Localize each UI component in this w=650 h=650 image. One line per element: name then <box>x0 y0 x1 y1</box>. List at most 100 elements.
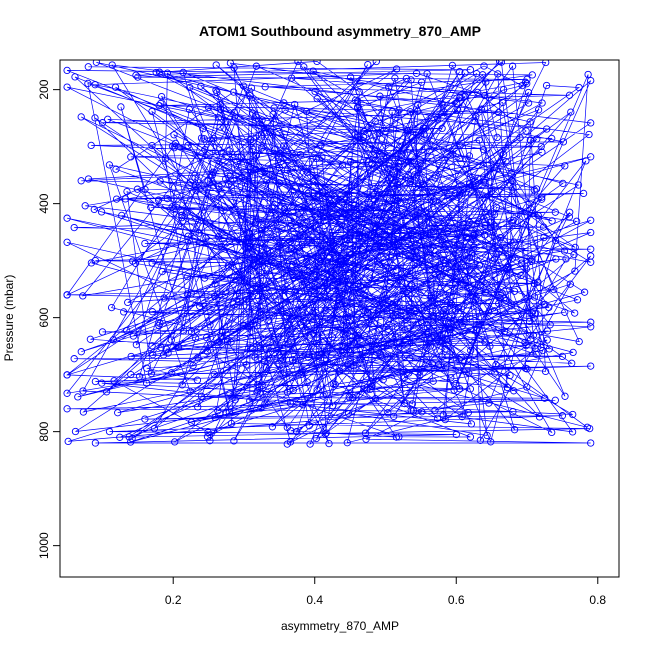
data-point <box>575 337 583 346</box>
data-point <box>64 437 72 446</box>
data-point <box>313 339 321 348</box>
data-point <box>242 295 250 304</box>
data-point <box>361 429 370 437</box>
data-point <box>275 179 284 187</box>
data-point <box>568 359 576 367</box>
data-point <box>225 147 233 155</box>
data-point <box>406 108 414 116</box>
data-point <box>340 277 349 285</box>
data-point <box>248 145 257 153</box>
data-point <box>294 60 302 66</box>
data-point <box>226 389 234 398</box>
data-point <box>423 344 431 352</box>
data-point <box>223 338 232 346</box>
data-point <box>255 308 264 317</box>
data-point <box>450 258 458 266</box>
data-point <box>429 312 438 320</box>
data-point <box>107 303 116 312</box>
data-point <box>204 103 213 112</box>
data-point <box>310 329 318 337</box>
data-point <box>363 309 372 317</box>
data-point <box>288 74 296 82</box>
data-point <box>501 297 510 305</box>
data-point <box>246 256 254 264</box>
data-point <box>537 343 545 352</box>
data-point <box>296 232 304 240</box>
data-point <box>336 367 344 375</box>
data-point <box>317 206 325 214</box>
data-point <box>429 377 437 385</box>
data-point <box>545 303 553 312</box>
data-point <box>111 83 120 91</box>
data-point <box>254 380 262 389</box>
data-point <box>252 165 260 173</box>
data-point <box>569 410 577 419</box>
data-point <box>291 100 299 109</box>
data-point <box>523 80 531 88</box>
data-point <box>384 325 392 333</box>
data-point <box>371 117 379 126</box>
data-point <box>256 344 265 353</box>
data-point <box>475 136 483 144</box>
data-point <box>345 209 353 217</box>
data-point <box>480 62 488 70</box>
data-point <box>558 412 567 420</box>
data-point <box>439 256 448 264</box>
data-point <box>202 333 211 342</box>
data-point <box>167 336 175 344</box>
data-point <box>395 106 403 114</box>
data-point <box>539 223 548 231</box>
data-point <box>200 135 208 143</box>
data-point <box>551 236 560 245</box>
data-point <box>98 379 106 387</box>
data-point <box>288 356 297 364</box>
data-point <box>297 370 305 379</box>
data-point <box>186 387 194 396</box>
data-point <box>327 200 335 208</box>
data-point <box>376 92 384 100</box>
data-point <box>436 273 444 281</box>
data-point <box>409 253 417 262</box>
data-point <box>439 411 447 419</box>
data-point <box>405 369 413 377</box>
data-point <box>500 327 509 336</box>
y-axis-label: Pressure (mbar) <box>2 275 16 362</box>
data-point <box>91 256 100 265</box>
data-point <box>530 186 538 194</box>
data-point <box>440 305 449 313</box>
data-point <box>566 208 574 216</box>
data-point <box>406 177 415 186</box>
data-point <box>403 314 411 322</box>
data-point <box>246 136 255 144</box>
data-point <box>502 157 510 166</box>
data-point <box>409 407 418 415</box>
data-point <box>239 321 247 330</box>
data-point <box>385 83 393 91</box>
data-point <box>587 216 595 224</box>
data-point <box>458 321 467 330</box>
data-point <box>562 255 570 263</box>
data-point <box>214 233 223 241</box>
data-point <box>457 353 466 362</box>
data-point <box>87 141 95 150</box>
data-point <box>141 415 149 423</box>
data-point <box>559 179 567 188</box>
data-point <box>542 60 550 67</box>
data-point <box>116 433 124 441</box>
data-point <box>121 195 130 203</box>
data-point <box>368 160 376 168</box>
data-point <box>302 258 310 266</box>
data-point <box>466 266 474 274</box>
data-point <box>507 302 515 310</box>
data-point <box>359 133 368 141</box>
data-point <box>524 88 533 97</box>
data-point <box>347 228 355 236</box>
data-point <box>450 241 458 250</box>
data-point <box>204 177 212 185</box>
data-point <box>123 187 131 196</box>
data-point <box>350 362 358 370</box>
data-point <box>210 134 218 143</box>
data-point <box>417 78 426 86</box>
data-point <box>314 352 322 360</box>
